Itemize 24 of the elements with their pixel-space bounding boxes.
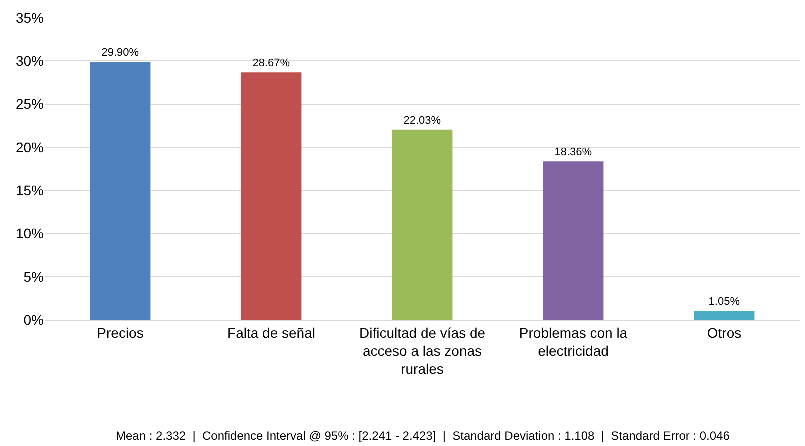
data-label: 28.67% — [252, 58, 290, 70]
x-tick-label: Dificultad de vías de acceso a las zonas rurales — [359, 324, 486, 378]
y-tick-label: 5% — [24, 268, 44, 285]
text: Mean : 2.332 | Confidence Interval @ 95% : [2.241 - 2.423] | Standard Deviation : 1.108 | Standard Error : 0.046 — [116, 429, 730, 443]
bar — [392, 130, 453, 320]
y-tick-label: 10% — [16, 226, 44, 242]
x-tick-label: Falta de señal — [228, 324, 316, 341]
data-label: 22.03% — [404, 114, 442, 127]
y-tick-label: 25% — [16, 96, 44, 112]
y-tick-label: 35% — [16, 10, 44, 26]
bar — [90, 62, 151, 320]
y-tick-label: 20% — [16, 139, 44, 156]
x-tick-label: Problemas con la electricidad — [519, 324, 628, 359]
y-tick-label: 15% — [16, 182, 44, 198]
data-label: 18.36% — [554, 146, 592, 159]
y-tick-label: 0% — [24, 312, 44, 328]
y-tick-label: 30% — [16, 53, 44, 70]
data-label: 29.90% — [102, 47, 140, 60]
x-tick-label: Otros — [707, 324, 742, 341]
data-label: 1.05% — [708, 296, 740, 308]
x-tick-label: Precios — [97, 324, 144, 341]
bar — [543, 162, 604, 320]
bar — [241, 72, 302, 320]
bar — [694, 310, 755, 320]
